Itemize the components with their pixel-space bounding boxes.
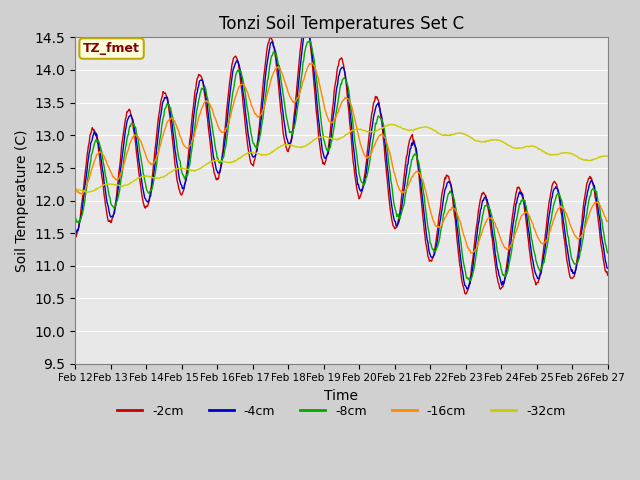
-4cm [386,184,394,190]
-2cm [438,191,446,197]
-4cm [211,159,219,165]
-2cm [71,232,79,238]
-32cm [189,168,196,173]
-4cm [334,81,342,87]
-8cm [306,38,314,44]
-16cm [71,186,79,192]
-4cm [556,197,564,203]
-4cm [188,131,196,137]
X-axis label: Time: Time [324,389,358,403]
-32cm [556,151,564,156]
-32cm [387,121,395,127]
-16cm [438,222,446,228]
-32cm [386,122,394,128]
-8cm [211,142,219,148]
Line: -2cm: -2cm [75,20,607,294]
-16cm [604,218,611,224]
Title: Tonzi Soil Temperatures Set C: Tonzi Soil Temperatures Set C [219,15,464,33]
-4cm [438,207,446,213]
-16cm [334,110,342,116]
-16cm [211,115,219,120]
-32cm [212,157,220,163]
-8cm [71,214,79,219]
Line: -32cm: -32cm [75,124,607,192]
-8cm [334,101,342,107]
-2cm [302,17,310,23]
-8cm [386,165,394,171]
Legend: -2cm, -4cm, -8cm, -16cm, -32cm: -2cm, -4cm, -8cm, -16cm, -32cm [112,400,571,423]
-4cm [604,265,611,271]
Line: -4cm: -4cm [75,26,607,289]
-2cm [386,199,394,205]
-32cm [604,153,611,159]
-16cm [556,204,564,210]
-8cm [188,145,196,151]
-8cm [438,223,446,228]
-16cm [188,138,196,144]
-4cm [71,228,79,234]
Line: -8cm: -8cm [75,41,607,280]
-2cm [604,272,611,278]
-32cm [83,190,91,195]
Y-axis label: Soil Temperature (C): Soil Temperature (C) [15,129,29,272]
-2cm [211,172,219,178]
-4cm [463,286,471,292]
-16cm [308,60,316,66]
-32cm [334,137,342,143]
-2cm [334,64,342,70]
-8cm [604,250,611,255]
Line: -16cm: -16cm [75,63,607,253]
-8cm [465,277,473,283]
-2cm [188,115,196,121]
-16cm [468,250,476,256]
-2cm [556,202,564,208]
-32cm [71,187,79,193]
-2cm [462,291,470,297]
-4cm [303,24,310,29]
-32cm [439,132,447,138]
-16cm [386,149,394,155]
Text: TZ_fmet: TZ_fmet [83,42,140,55]
-8cm [556,194,564,200]
